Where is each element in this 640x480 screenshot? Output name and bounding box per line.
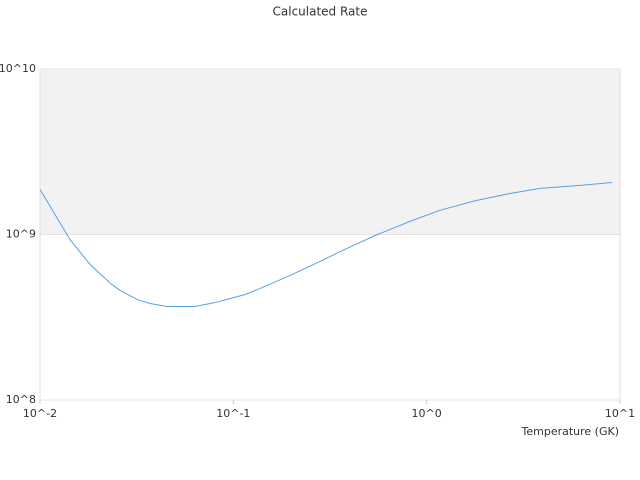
- chart-title: Calculated Rate: [273, 5, 368, 19]
- y-tick-label: 10^9: [6, 228, 36, 241]
- x-tick-label: 10^-2: [23, 407, 57, 420]
- y-tick-label: 10^8: [6, 393, 36, 406]
- x-tick-label: 10^0: [412, 407, 442, 420]
- x-axis-label: Temperature (GK): [521, 425, 620, 438]
- plot-band: [40, 69, 620, 235]
- x-tick-label: 10^-1: [216, 407, 250, 420]
- x-tick-label: 10^1: [605, 407, 635, 420]
- data-line: [39, 182, 613, 308]
- y-tick-label: 10^10: [0, 62, 36, 75]
